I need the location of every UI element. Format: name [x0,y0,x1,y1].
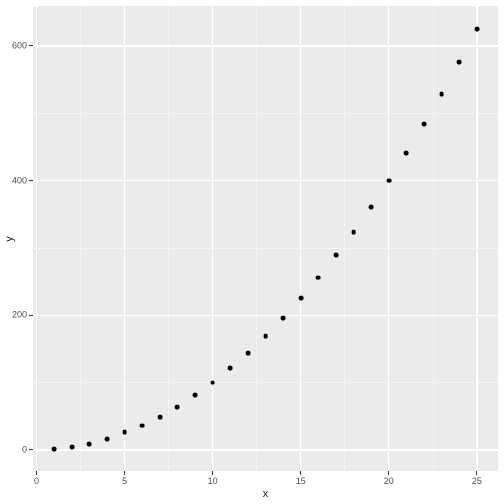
grid-major-v [36,6,37,471]
grid-major-v [388,6,389,471]
data-point [69,445,74,450]
data-point [457,60,462,65]
data-point [439,91,444,96]
data-point [263,334,268,339]
grid-minor-v [344,6,345,471]
y-tick-label: 600 [12,41,27,50]
y-tick [29,180,33,181]
grid-minor-v [80,6,81,471]
data-point [122,430,127,435]
grid-major-v [476,6,477,471]
grid-major-h [33,315,498,316]
data-point [281,316,286,321]
x-tick-label: 15 [296,477,306,486]
data-point [140,423,145,428]
x-tick-label: 10 [208,477,218,486]
y-tick-label: 400 [12,176,27,185]
data-point [157,414,162,419]
data-point [334,253,339,258]
x-tick-label: 20 [384,477,394,486]
data-point [474,27,479,32]
data-point [386,178,391,183]
grid-major-h [33,449,498,450]
grid-minor-h [33,248,498,249]
grid-minor-v [433,6,434,471]
x-tick-label: 25 [472,477,482,486]
data-point [52,447,57,452]
scatter-plot: x y 0 5 10 15 20 25 0 200 400 600 [0,0,504,504]
data-point [193,393,198,398]
data-point [369,204,374,209]
data-point [87,441,92,446]
x-tick [388,471,389,475]
x-tick-label: 0 [34,477,39,486]
y-tick-label: 0 [22,445,27,454]
y-tick-label: 200 [12,311,27,320]
data-point [245,351,250,356]
x-tick [300,471,301,475]
grid-major-h [33,180,498,181]
x-tick [124,471,125,475]
x-axis-title: x [263,489,269,500]
grid-minor-v [168,6,169,471]
data-point [105,437,110,442]
y-tick [29,449,33,450]
data-point [351,229,356,234]
data-point [175,404,180,409]
x-tick [476,471,477,475]
grid-major-v [212,6,213,471]
data-point [422,122,427,127]
grid-major-h [33,45,498,46]
grid-minor-h [33,113,498,114]
data-point [228,366,233,371]
y-tick [29,45,33,46]
y-tick [29,315,33,316]
grid-minor-h [33,382,498,383]
y-axis-title: y [5,236,16,242]
data-point [210,380,215,385]
data-point [404,151,409,156]
data-point [298,296,303,301]
grid-major-v [300,6,301,471]
x-tick [36,471,37,475]
grid-major-v [124,6,125,471]
data-point [316,275,321,280]
x-tick-label: 5 [122,477,127,486]
plot-panel [33,6,498,471]
grid-minor-v [256,6,257,471]
x-tick [212,471,213,475]
